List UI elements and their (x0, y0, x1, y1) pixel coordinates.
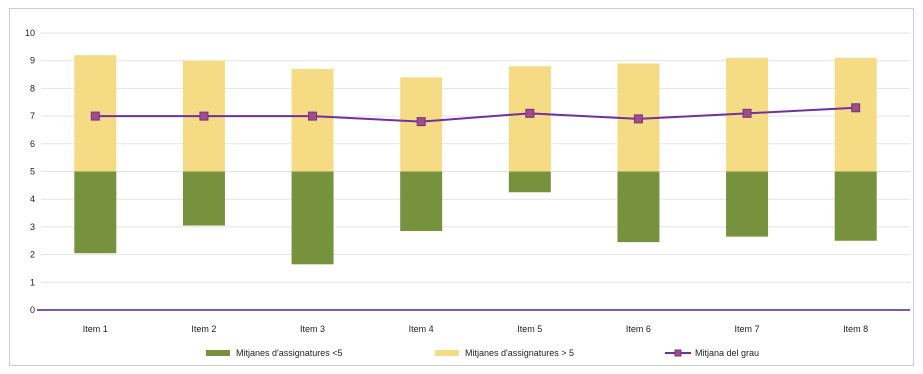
y-tick-label: 0 (30, 305, 35, 315)
average-point (851, 103, 861, 113)
legend-label: Mitjanes d'assignatures <5 (236, 348, 343, 358)
x-tick-label: Item 3 (300, 324, 325, 334)
legend-swatch-marker (674, 349, 682, 357)
legend-label: Mitjanes d'assignatures > 5 (465, 348, 574, 358)
average-point (308, 111, 318, 121)
average-point (742, 108, 752, 118)
legend: Mitjanes d'assignatures <5 Mitjanes d'ass… (206, 348, 759, 358)
legend-swatch (435, 350, 459, 356)
bar-below-5 (291, 171, 334, 265)
x-tick-label: Item 7 (735, 324, 760, 334)
average-point (525, 108, 535, 118)
y-tick-label: 8 (30, 83, 35, 93)
average-point (416, 117, 426, 127)
average-line-path (95, 106, 856, 123)
legend-swatch (206, 350, 230, 356)
bar-below-5 (74, 171, 117, 254)
bar-below-5 (726, 171, 769, 237)
grid-lines (41, 32, 910, 283)
y-tick-label: 6 (30, 139, 35, 149)
average-line (90, 103, 861, 127)
bar-below-5 (834, 171, 877, 241)
x-tick-label: Item 1 (83, 324, 108, 334)
x-tick-label: Item 8 (843, 324, 868, 334)
y-tick-label: 5 (30, 167, 35, 177)
legend-item: Mitjanes d'assignatures > 5 (435, 348, 574, 358)
legend-label: Mitjana del grau (695, 348, 759, 358)
bar-above-5 (508, 66, 551, 172)
x-tick-label: Item 2 (191, 324, 216, 334)
average-point (90, 111, 100, 121)
y-tick-label: 9 (30, 56, 35, 66)
y-tick-label: 10 (25, 28, 35, 38)
chart-frame: 0 1 2 3 4 5 6 7 8 9 10 Item 1 Item 2 Item 3 Item 4 Ite… (9, 8, 914, 366)
y-tick-label: 3 (30, 222, 35, 232)
legend-item: Mitjanes d'assignatures <5 (206, 348, 343, 358)
average-point (633, 114, 643, 124)
y-tick-label: 1 (30, 277, 35, 287)
y-tick-label: 4 (30, 194, 35, 204)
x-axis-ticks: Item 1 Item 2 Item 3 Item 4 Item 5 Item 6 Item… (83, 324, 868, 334)
y-tick-label: 7 (30, 111, 35, 121)
average-point (199, 111, 209, 121)
legend-item: Mitjana del grau (665, 348, 759, 358)
x-tick-label: Item 4 (409, 324, 434, 334)
x-tick-label: Item 6 (626, 324, 651, 334)
bar-below-5 (508, 171, 551, 193)
x-tick-label: Item 5 (517, 324, 542, 334)
bar-below-5 (400, 171, 443, 232)
bar-below-5 (617, 171, 660, 243)
bar-above-5 (834, 57, 877, 172)
bars (74, 55, 877, 265)
y-axis-ticks: 0 1 2 3 4 5 6 7 8 9 10 (25, 28, 35, 315)
bar-below-5 (182, 171, 225, 226)
y-tick-label: 2 (30, 250, 35, 260)
